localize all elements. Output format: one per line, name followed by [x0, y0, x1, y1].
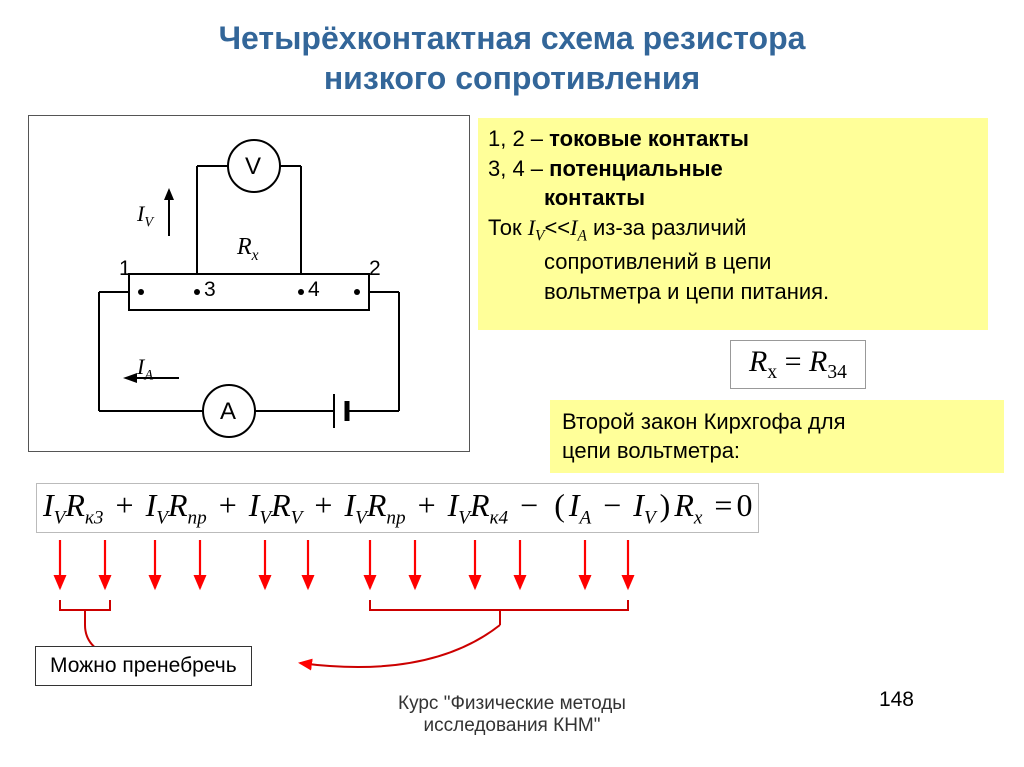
footer-l1: Курс "Физические методы [398, 693, 626, 714]
footer-l2: исследования КНМ" [424, 715, 601, 736]
footer: Курс "Физические методы исследования КНМ… [0, 693, 1024, 737]
page-number: 148 [879, 688, 914, 712]
neglect-box: Можно пренебречь [35, 646, 252, 686]
